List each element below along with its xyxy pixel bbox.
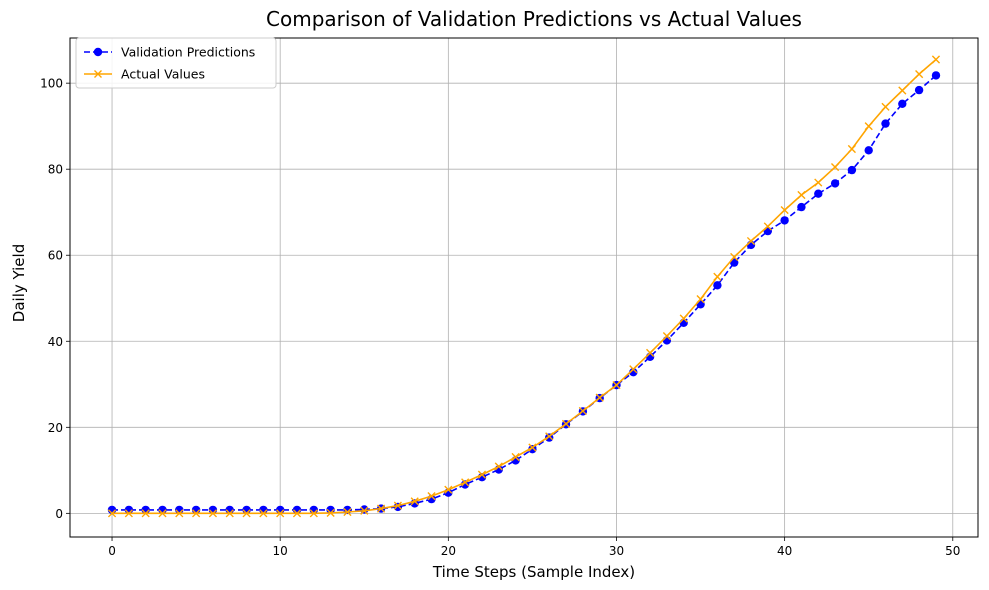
data-point — [931, 71, 941, 80]
data-point — [679, 318, 688, 327]
data-point — [931, 55, 941, 64]
data-point — [847, 165, 857, 175]
data-point — [713, 281, 722, 290]
data-point — [561, 419, 571, 428]
data-point — [528, 443, 537, 452]
data-point — [797, 202, 806, 212]
data-point — [814, 178, 823, 187]
legend-marker-x — [94, 70, 102, 78]
data-point — [696, 295, 705, 304]
x-tick-label: 0 — [108, 544, 116, 558]
data-point — [881, 119, 890, 128]
data-point — [595, 393, 604, 402]
x-tick-label: 10 — [273, 544, 288, 558]
data-point — [662, 336, 672, 345]
data-point — [376, 504, 386, 513]
y-tick-label: 40 — [48, 335, 63, 349]
data-point — [679, 314, 688, 323]
data-point — [780, 205, 789, 215]
data-point — [830, 162, 840, 172]
y-tick-label: 100 — [40, 77, 63, 91]
data-point — [914, 85, 924, 95]
data-point — [780, 216, 789, 225]
data-point — [864, 146, 873, 155]
data-point — [847, 144, 856, 154]
data-point — [494, 462, 503, 471]
data-point — [225, 509, 234, 518]
series-layer — [107, 55, 941, 518]
plot-frame — [69, 37, 979, 538]
x-axis-label: Time Steps (Sample Index) — [432, 563, 635, 581]
y-tick-label: 60 — [48, 249, 63, 263]
legend-entry-validation-predictions: Validation Predictions — [84, 45, 255, 60]
x-tick-label: 50 — [945, 544, 960, 558]
data-point — [124, 509, 133, 518]
x-tick-label: 30 — [609, 544, 624, 558]
data-point — [915, 70, 924, 79]
data-point — [444, 485, 453, 494]
data-point — [662, 332, 672, 341]
x-tick-label: 20 — [441, 544, 456, 558]
grid — [70, 38, 978, 537]
y-tick-label: 80 — [48, 163, 63, 177]
data-point — [410, 497, 419, 506]
data-point — [242, 509, 251, 518]
legend-box — [75, 37, 277, 89]
data-point — [881, 102, 890, 111]
data-point — [107, 509, 117, 518]
data-point — [713, 272, 722, 281]
data-point — [898, 86, 907, 95]
legend: Validation Predictions Actual Values — [75, 37, 277, 89]
series-markers-actual-values — [107, 55, 941, 518]
ticks: 0 10 20 30 40 50 0 20 40 60 80 100 — [40, 77, 960, 558]
data-point — [461, 478, 470, 487]
legend-entry-actual-values: Actual Values — [84, 67, 205, 82]
legend-label-actual-values: Actual Values — [121, 67, 205, 82]
data-point — [730, 252, 739, 262]
data-point — [141, 509, 150, 518]
data-point — [629, 365, 638, 374]
y-tick-label: 0 — [55, 507, 63, 521]
data-point — [746, 236, 756, 246]
data-point — [477, 470, 487, 479]
data-point — [511, 452, 520, 462]
data-point — [646, 348, 655, 357]
data-point — [360, 506, 369, 515]
data-point — [192, 509, 201, 518]
data-point — [292, 509, 302, 518]
data-point — [864, 122, 873, 131]
chart-title: Comparison of Validation Predictions vs … — [266, 7, 802, 31]
data-point — [797, 190, 806, 200]
data-point — [393, 501, 402, 510]
data-point — [814, 189, 823, 198]
legend-label-validation-predictions: Validation Predictions — [121, 45, 255, 60]
data-point — [276, 509, 285, 518]
data-point — [898, 99, 907, 109]
legend-marker-circle — [93, 47, 103, 57]
data-point — [259, 509, 268, 518]
data-point — [343, 507, 352, 517]
data-point — [460, 480, 470, 489]
data-point — [309, 509, 318, 518]
data-point — [612, 381, 621, 390]
data-point — [545, 432, 554, 441]
data-point — [830, 179, 840, 188]
data-point — [208, 509, 218, 518]
data-point — [360, 505, 369, 514]
data-point — [175, 509, 184, 518]
data-point — [326, 508, 335, 518]
y-axis-label: Daily Yield — [10, 244, 28, 322]
data-point — [763, 222, 772, 231]
y-tick-label: 20 — [48, 421, 63, 435]
data-point — [427, 492, 436, 501]
data-point — [158, 509, 167, 518]
data-point — [578, 406, 587, 416]
x-tick-label: 40 — [777, 544, 792, 558]
data-point — [528, 445, 537, 454]
